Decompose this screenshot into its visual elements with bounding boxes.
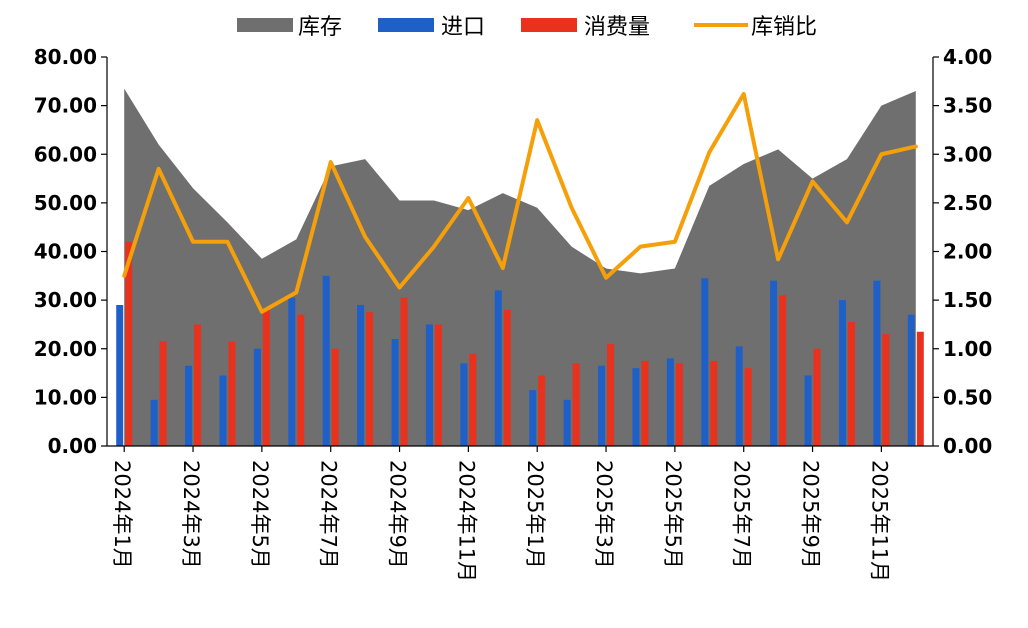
y-right-tick-label: 3.00 [943,142,992,166]
legend-swatch [237,18,293,32]
line-layer [122,91,918,314]
bar-import-10 [460,363,468,446]
legend-item-0: 库存 [237,15,342,40]
bar-import-9 [425,324,433,446]
x-tick-label: 2024年7月 [317,460,341,569]
y-left-tick-label: 70.00 [34,94,97,118]
bar-import-3 [219,375,227,446]
legend-swatch [378,18,434,32]
bar-layer [116,241,924,446]
bar-consumption-5 [297,314,305,446]
bar-consumption-3 [228,341,236,446]
x-tick-label: 2025年1月 [523,460,547,569]
x-tick-label: 2024年11月 [454,460,478,582]
x-tick-label: 2025年11月 [867,460,891,582]
bar-import-8 [391,339,399,446]
y-left-tick-label: 10.00 [34,385,97,409]
bar-import-16 [666,358,674,446]
bar-consumption-20 [813,348,821,446]
bar-import-1 [150,399,158,446]
bar-consumption-16 [675,363,683,446]
bar-import-15 [632,368,640,446]
bar-import-22 [873,280,881,446]
bar-consumption-13 [572,363,580,446]
bar-import-21 [838,300,846,446]
bar-import-13 [563,399,571,446]
y-right-tick-label: 0.50 [943,385,992,409]
y-left-tick-label: 30.00 [34,288,97,312]
bar-import-12 [529,390,537,446]
bar-import-5 [288,297,296,446]
y-right-tick-label: 3.50 [943,94,992,118]
bar-consumption-17 [710,360,718,446]
x-tick-label: 2024年5月 [248,460,272,569]
axis-layer: 0.00 10.00 20.00 30.00 40.00 50.00 60.00 70.00 8… [34,45,993,582]
bar-consumption-15 [641,360,649,446]
legend-item-1: 进口 [378,15,485,40]
bar-import-4 [253,348,261,446]
legend-label: 库销比 [751,15,817,40]
bar-consumption-4 [262,309,270,446]
legend-label: 进口 [441,15,485,40]
legend-label: 消费量 [584,15,650,40]
legend-label: 库存 [298,15,342,40]
bar-consumption-0 [125,241,133,446]
y-right-tick-label: 4.00 [943,45,992,69]
bar-import-14 [598,365,606,446]
x-tick-label: 2025年9月 [799,460,823,569]
x-tick-label: 2025年7月 [730,460,754,569]
y-left-tick-label: 20.00 [34,337,97,361]
bar-consumption-14 [607,343,615,446]
x-tick-label: 2025年5月 [661,460,685,569]
y-right-tick-label: 2.50 [943,191,992,215]
bar-import-20 [804,375,812,446]
bar-consumption-9 [434,324,442,446]
bar-import-7 [357,304,365,446]
x-tick-label: 2024年9月 [386,460,410,569]
x-tick-label: 2024年1月 [110,460,134,569]
y-right-tick-label: 1.50 [943,288,992,312]
bar-consumption-21 [847,322,855,446]
x-tick-label: 2024年3月 [179,460,203,569]
series-line-ratio [122,91,918,314]
bar-consumption-11 [503,309,511,446]
legend-item-2: 消费量 [521,15,650,40]
bar-consumption-12 [538,375,546,446]
bar-consumption-1 [159,341,167,446]
bar-consumption-8 [400,297,408,446]
x-tick-label: 2025年3月 [592,460,616,569]
bar-consumption-7 [366,312,374,446]
bar-consumption-19 [779,295,787,446]
area-layer [124,88,916,446]
bar-import-2 [185,365,193,446]
legend-swatch [521,18,577,32]
bar-import-17 [701,278,709,446]
bar-import-18 [735,346,743,446]
y-left-tick-label: 0.00 [48,434,97,458]
y-right-tick-label: 2.00 [943,240,992,264]
legend: 库存 进口 消费量 库销比 [237,15,817,40]
bar-import-0 [116,304,124,446]
bar-consumption-6 [331,348,339,446]
bar-consumption-10 [469,353,477,446]
bar-import-11 [494,290,502,446]
y-right-tick-label: 0.00 [943,434,992,458]
y-left-tick-label: 50.00 [34,191,97,215]
y-left-tick-label: 80.00 [34,45,97,69]
bar-consumption-22 [882,334,890,446]
legend-item-3: 库销比 [694,15,817,40]
bar-import-23 [907,314,915,446]
bar-consumption-23 [916,331,924,446]
bar-import-6 [322,275,330,446]
bar-consumption-18 [744,368,752,446]
series-area-inventory [124,88,916,446]
bar-import-19 [770,280,778,446]
y-left-tick-label: 40.00 [34,240,97,264]
y-left-tick-label: 60.00 [34,142,97,166]
y-right-tick-label: 1.00 [943,337,992,361]
bar-consumption-2 [194,324,202,446]
